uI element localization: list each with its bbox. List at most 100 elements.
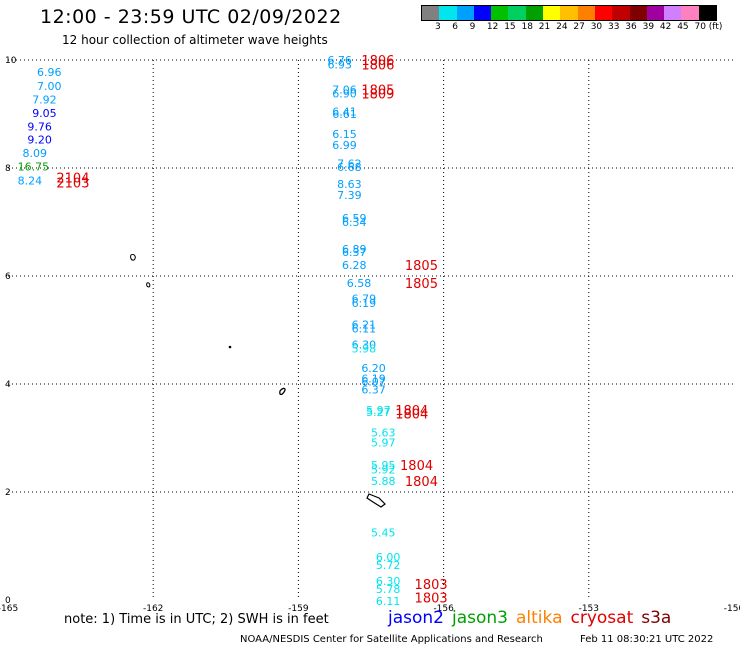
pass-time-label: 1805 (361, 84, 394, 99)
wave-height-label: 6.76 (327, 54, 352, 67)
pass-time-label: 1806 (361, 54, 394, 69)
pass-labels: 2104210318061806180518091805180518041804… (56, 54, 447, 606)
wave-height-label: 6.41 (332, 105, 357, 118)
wave-height-label: 6.21 (352, 319, 377, 332)
pass-time-label: 1804 (405, 475, 438, 490)
wave-height-label: 6.00 (376, 551, 401, 564)
wave-height-label: 6.28 (342, 259, 367, 272)
wave-height-label: 8.09 (23, 147, 48, 160)
page-subtitle: 12 hour collection of altimeter wave hei… (62, 33, 328, 47)
y-tick-label: 8 (5, 164, 11, 174)
legend-swatch (525, 6, 544, 20)
satellite-name: jason2 (388, 608, 444, 628)
legend-swatch (560, 6, 578, 20)
page-title: 12:00 - 23:59 UTC 02/09/2022 (40, 6, 342, 28)
wave-height-label: 6.89 (342, 243, 367, 256)
legend-swatch (439, 6, 457, 20)
wave-height-label: 8.24 (18, 174, 43, 187)
legend-label: 33 (608, 22, 620, 32)
y-tick-label: 0 (5, 596, 11, 606)
legend-label: 3 (435, 22, 441, 32)
wave-height-label: 9.20 (27, 133, 52, 146)
wave-height-label: 6.96 (37, 66, 62, 79)
wave-height-label: 6.30 (376, 575, 401, 588)
wave-height-label: 9.76 (27, 120, 52, 133)
island-outline (366, 493, 386, 508)
wave-height-label: 6.07 (361, 375, 386, 388)
legend-label: 24 (556, 22, 568, 32)
wave-height-label: 5.78 (376, 583, 401, 596)
satellite-legend: jason2 jason3 altika cryosat s3a (388, 608, 679, 628)
legend-label: 18 (521, 22, 533, 32)
pass-time-label: 1803 (415, 591, 448, 606)
legend-swatch (698, 6, 717, 20)
wave-height-label: 7.39 (337, 189, 362, 202)
legend-label: 36 (625, 22, 637, 32)
y-tick-label: 6 (5, 272, 11, 282)
legend-label: 42 (659, 22, 672, 32)
wave-height-label: 6.79 (352, 293, 377, 306)
island-outline (130, 254, 136, 261)
legend-swatch (456, 6, 474, 20)
wave-height-label: 16.75 (18, 160, 50, 173)
x-tick-label: -150 (724, 604, 740, 614)
island-outline (279, 387, 286, 396)
legend-labels: 3 6 9 12 15 18 21 24 27 30 33 36 39 42 45 70 (ft) (421, 22, 722, 34)
wave-height-label: 6.93 (327, 58, 352, 71)
wave-height-label: 6.58 (347, 277, 372, 290)
wave-height-label: 5.95 (371, 459, 396, 472)
wave-height-label: 6.11 (352, 322, 377, 335)
pass-time-label: 1803 (415, 578, 448, 593)
credit-organization: NOAA/NESDIS Center for Satellite Applica… (240, 634, 543, 645)
satellite-name: cryosat (570, 608, 634, 628)
wave-height-label: 6.68 (337, 161, 362, 174)
color-legend: 3 6 9 12 15 18 21 24 27 30 33 36 39 42 45 70 (ft) (421, 5, 722, 34)
wave-height-label: 5.97 (366, 404, 391, 417)
wave-height-label: 9.05 (32, 107, 57, 120)
footnote: note: 1) Time is in UTC; 2) SWH is in fe… (64, 612, 329, 627)
wave-height-label: 8.63 (337, 178, 362, 191)
pass-time-label: 2104 (56, 172, 89, 187)
graticule (8, 59, 734, 600)
legend-swatch (508, 6, 526, 20)
wave-height-label: 6.37 (342, 246, 367, 259)
wave-height-label: 6.19 (361, 373, 386, 386)
satellite-name: jason3 (452, 608, 508, 628)
wave-height-label: 7.62 (337, 158, 362, 171)
wave-height-label: 6.90 (332, 87, 357, 100)
legend-color-bar (421, 5, 718, 21)
pass-time-label: 1804 (400, 459, 433, 474)
wave-height-label: 6.11 (376, 595, 401, 608)
wave-height-label: 5.72 (376, 559, 401, 572)
satellite-name: altika (516, 608, 563, 628)
legend-label: 6 (452, 22, 459, 32)
legend-label: 30 (590, 22, 603, 32)
x-tick-label: -162 (143, 604, 163, 614)
legend-label: 21 (538, 22, 551, 32)
legend-swatch (594, 6, 613, 20)
pass-time-label: 2103 (56, 177, 89, 192)
wave-height-label: 6.20 (361, 362, 386, 375)
wave-height-label: 5.45 (371, 527, 396, 540)
legend-label: 15 (504, 22, 516, 32)
pass-time-label: 1805 (405, 259, 438, 274)
wave-height-label: 6.99 (332, 139, 357, 152)
wave-height-label: 5.63 (371, 427, 396, 440)
wave-height-label: 5.92 (371, 463, 396, 476)
pass-time-label: 1804 (395, 404, 428, 419)
x-tick-label: -159 (288, 604, 309, 614)
legend-swatch (473, 6, 492, 20)
legend-swatch (629, 6, 647, 20)
pass-time-label: 1809 (361, 87, 394, 102)
wave-height-label: 7.06 (332, 84, 357, 97)
legend-swatch (422, 6, 440, 20)
legend-swatch (577, 6, 595, 20)
satellite-name: s3a (641, 608, 672, 628)
legend-swatch (664, 6, 682, 20)
island-dot (228, 345, 232, 349)
x-tick-label: -153 (579, 604, 599, 614)
y-tick-label: 4 (5, 380, 11, 390)
legend-label: 39 (642, 22, 655, 32)
